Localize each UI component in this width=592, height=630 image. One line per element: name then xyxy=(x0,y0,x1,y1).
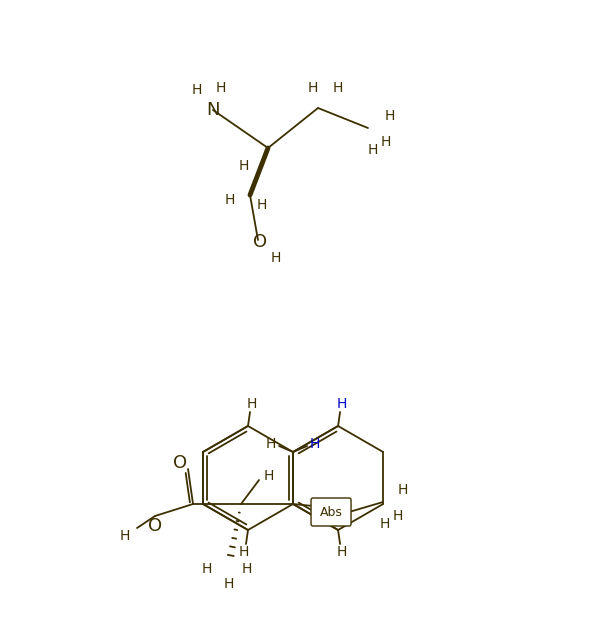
Text: O: O xyxy=(148,517,162,535)
Text: O: O xyxy=(173,454,187,472)
Text: H: H xyxy=(368,143,378,157)
Text: Abs: Abs xyxy=(320,505,342,518)
Text: H: H xyxy=(385,109,395,123)
Text: H: H xyxy=(224,577,234,591)
Text: H: H xyxy=(202,562,212,576)
Text: H: H xyxy=(264,469,274,483)
Text: H: H xyxy=(216,81,226,95)
Text: H: H xyxy=(192,83,202,97)
Text: H: H xyxy=(239,545,249,559)
Text: H: H xyxy=(242,562,252,576)
Text: H: H xyxy=(271,251,281,265)
Text: H: H xyxy=(239,159,249,173)
Text: H: H xyxy=(393,509,403,523)
Text: H: H xyxy=(266,437,276,451)
Text: H: H xyxy=(310,437,320,451)
Text: H: H xyxy=(257,198,267,212)
Text: H: H xyxy=(333,81,343,95)
Text: H: H xyxy=(398,483,408,497)
Text: O: O xyxy=(253,233,267,251)
Text: H: H xyxy=(381,135,391,149)
Text: H: H xyxy=(337,397,348,411)
Text: H: H xyxy=(247,397,257,411)
Text: H: H xyxy=(225,193,235,207)
Text: N: N xyxy=(206,101,220,119)
Text: H: H xyxy=(308,81,318,95)
FancyBboxPatch shape xyxy=(311,498,351,526)
Text: H: H xyxy=(380,517,390,531)
Text: H: H xyxy=(120,529,130,543)
Text: H: H xyxy=(337,545,348,559)
